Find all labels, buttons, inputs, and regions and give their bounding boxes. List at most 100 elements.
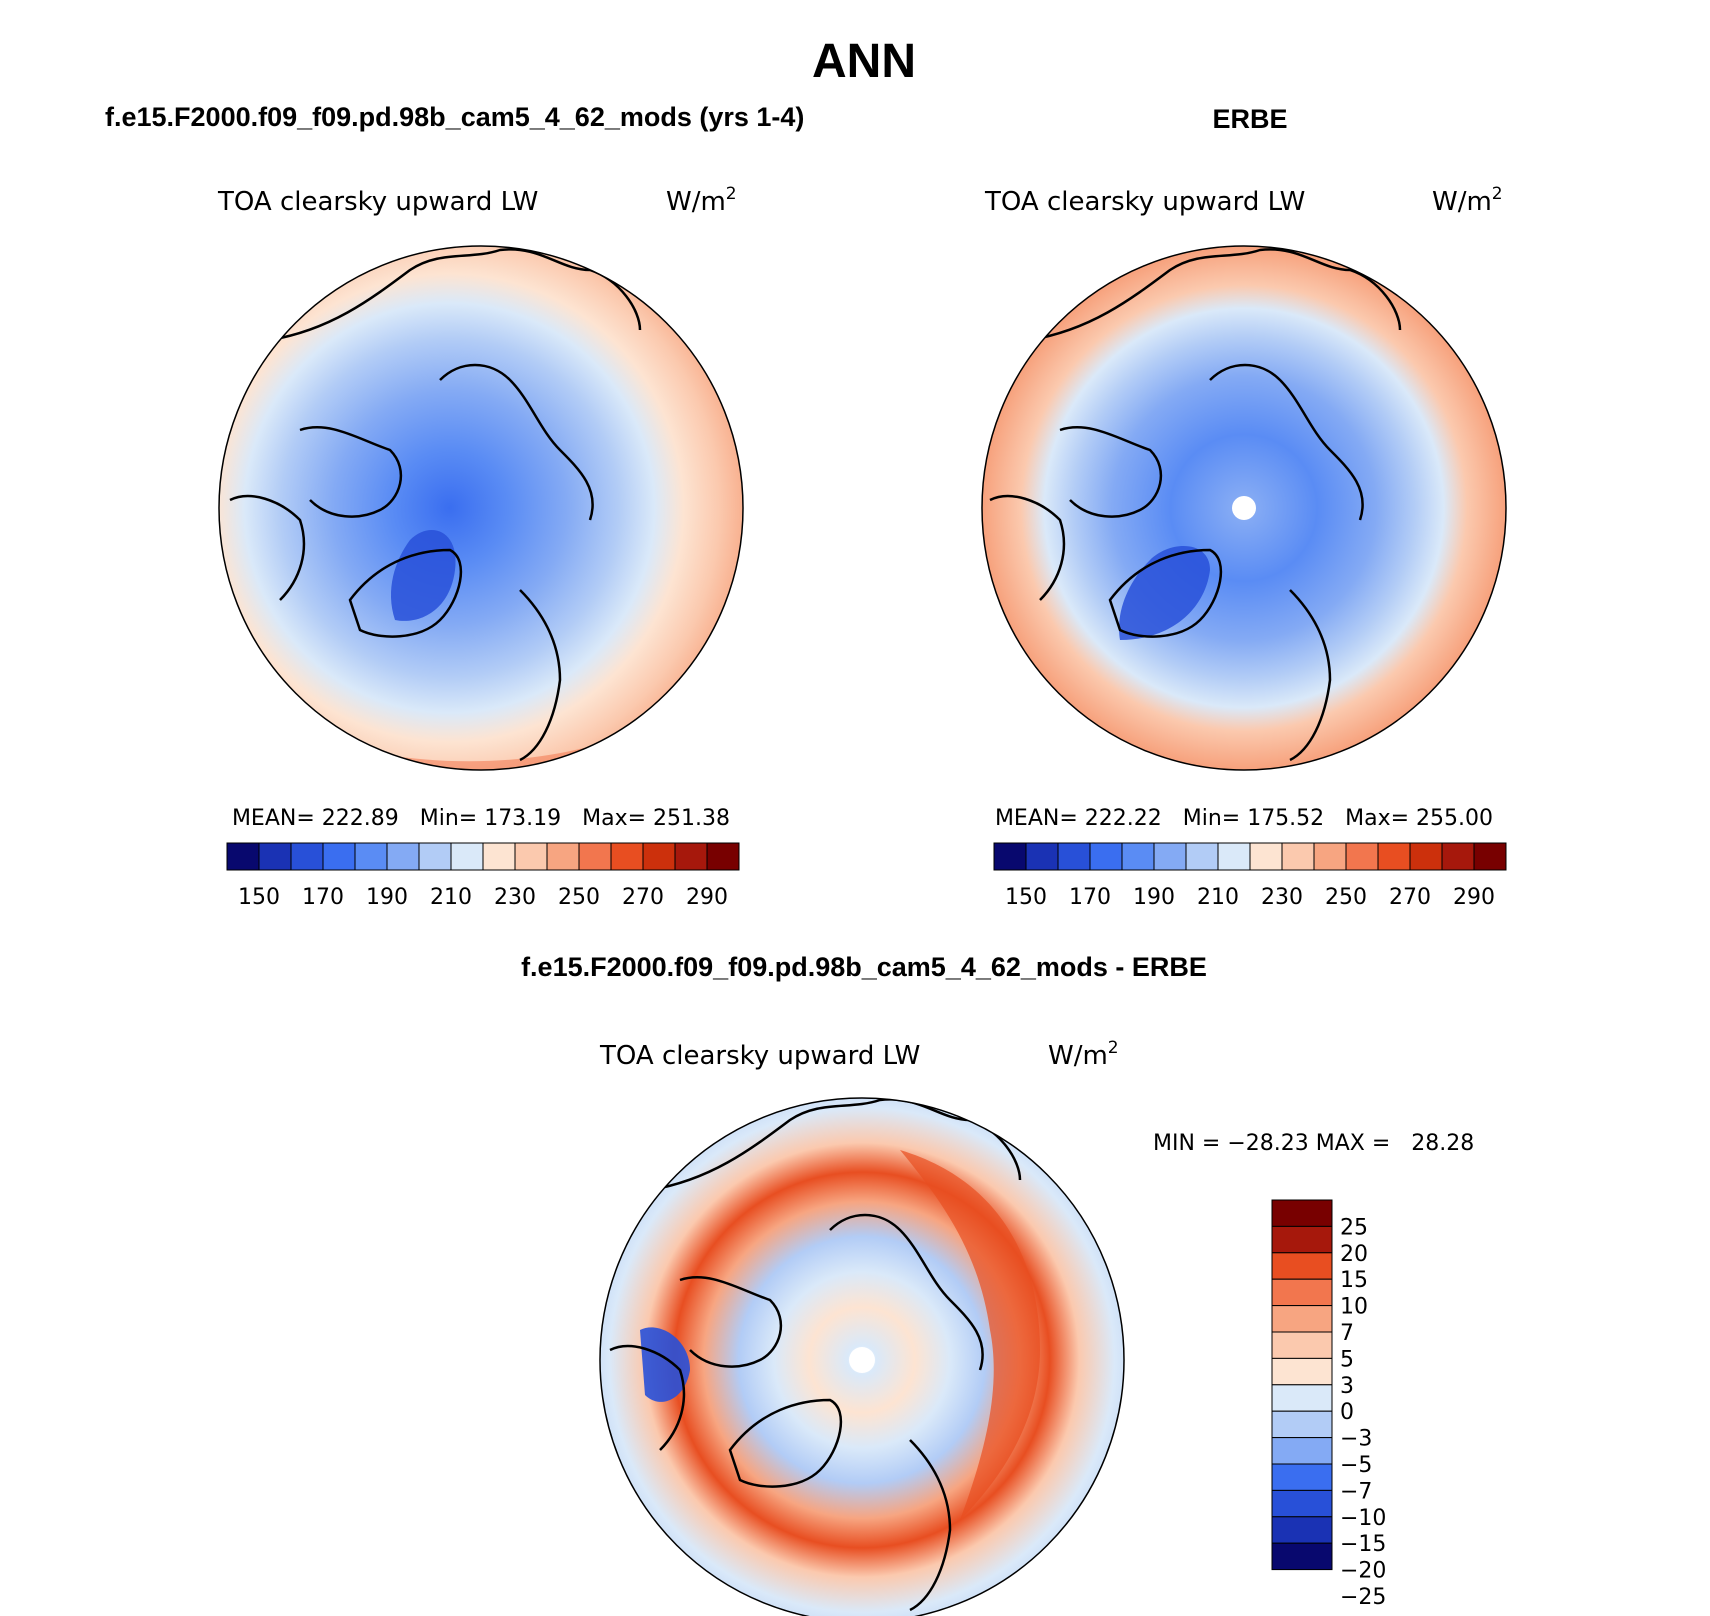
colorbar-tick-label: 25: [1340, 1215, 1368, 1240]
panel-model-map: [219, 246, 743, 770]
colorbar-tick-label: 190: [1133, 885, 1175, 910]
panel-diff-east-warm: [900, 1150, 1040, 1520]
panel-model-colorbar: [226, 842, 740, 871]
colorbar-tick-label: 20: [1340, 1242, 1368, 1267]
colorbar-tick-label: 150: [238, 885, 280, 910]
panel-model-variable: TOA clearsky upward LW: [217, 187, 538, 217]
colorbar-box: [642, 842, 676, 871]
colorbar-box: [1121, 842, 1155, 871]
panel-diff-stats: MIN = −28.23 MAX = 28.28: [1153, 1131, 1474, 1156]
colorbar-box: [1409, 842, 1443, 871]
colorbar-tick-label: 0: [1340, 1400, 1354, 1425]
panel-erbe-variable: TOA clearsky upward LW: [984, 187, 1305, 217]
panel-diff-variable: TOA clearsky upward LW: [599, 1041, 920, 1071]
colorbar-box: [1089, 842, 1123, 871]
colorbar-tick-label: 150: [1005, 885, 1047, 910]
panel-erbe-colorbar-labels: 150 170 190 210 230 250 270 290: [1005, 885, 1495, 910]
panel-model-coastline: [229, 248, 642, 762]
colorbar-tick-label: −10: [1340, 1506, 1386, 1531]
panel-model-units: W/m2: [666, 184, 737, 217]
panel-model-colorbar-labels: 150 170 190 210 230 250 270 290: [238, 885, 728, 910]
colorbar-box: [993, 842, 1027, 871]
colorbar-box: [418, 842, 452, 871]
colorbar-box: [386, 842, 420, 871]
colorbar-box: [1271, 1357, 1333, 1386]
colorbar-tick-label: 170: [302, 885, 344, 910]
colorbar-box: [1441, 842, 1475, 871]
colorbar-tick-label: 270: [1389, 885, 1431, 910]
panel-erbe-stats: MEAN= 222.22 Min= 175.52 Max= 255.00: [995, 806, 1493, 831]
colorbar-tick-label: −20: [1340, 1559, 1386, 1584]
colorbar-box: [1025, 842, 1059, 871]
panel-model: f.e15.F2000.f09_f09.pd.98b_cam5_4_62_mod…: [105, 102, 804, 910]
colorbar-box: [514, 842, 548, 871]
colorbar-box: [674, 842, 708, 871]
colorbar-tick-label: 270: [622, 885, 664, 910]
colorbar-box: [1313, 842, 1347, 871]
colorbar-tick-label: −15: [1340, 1532, 1386, 1557]
colorbar-tick-label: 230: [1261, 885, 1303, 910]
colorbar-box: [1271, 1278, 1333, 1307]
panel-diff-pole-hole: [849, 1347, 875, 1373]
colorbar-box: [1271, 1463, 1333, 1491]
colorbar-box: [290, 842, 324, 871]
colorbar-box: [258, 842, 292, 871]
panel-diff: f.e15.F2000.f09_f09.pd.98b_cam5_4_62_mod…: [521, 952, 1474, 1616]
panel-erbe: ERBE TOA clearsky upward LW W/m2 MEAN= 2…: [981, 104, 1507, 910]
colorbar-tick-label: 190: [366, 885, 408, 910]
colorbar-box: [1281, 842, 1315, 871]
panel-diff-coastline: [609, 1098, 1022, 1612]
colorbar-box: [322, 842, 356, 871]
panel-erbe-header: ERBE: [1212, 104, 1287, 134]
colorbar-box: [1271, 1437, 1333, 1465]
colorbar-box: [1271, 1225, 1333, 1254]
colorbar-tick-label: 290: [1453, 885, 1495, 910]
colorbar-tick-label: −3: [1340, 1427, 1372, 1452]
panel-diff-west-cold: [640, 1327, 690, 1402]
panel-erbe-units: W/m2: [1432, 184, 1503, 217]
colorbar-box: [226, 842, 260, 871]
colorbar-tick-label: 7: [1340, 1321, 1354, 1346]
colorbar-box: [1271, 1305, 1333, 1333]
colorbar-box: [1345, 842, 1379, 871]
panel-erbe-colorbar: [993, 842, 1507, 871]
colorbar-box: [1473, 842, 1507, 871]
panel-diff-map-border: [599, 1097, 1125, 1616]
colorbar-box: [1057, 842, 1091, 871]
colorbar-tick-label: 5: [1340, 1347, 1354, 1372]
colorbar-tick-label: −5: [1340, 1453, 1372, 1478]
colorbar-tick-label: 230: [494, 885, 536, 910]
panel-diff-colorbar: [1271, 1199, 1333, 1571]
colorbar-box: [1271, 1199, 1333, 1227]
colorbar-tick-label: 250: [1325, 885, 1367, 910]
colorbar-box: [450, 842, 484, 871]
panel-erbe-map-border: [981, 245, 1507, 771]
colorbar-tick-label: 210: [1197, 885, 1239, 910]
colorbar-box: [1153, 842, 1187, 871]
colorbar-tick-label: 170: [1069, 885, 1111, 910]
panel-erbe-coastline: [989, 248, 1402, 762]
panel-model-field: [219, 246, 743, 770]
colorbar-box: [482, 842, 516, 871]
panel-model-stats: MEAN= 222.89 Min= 173.19 Max= 251.38: [232, 806, 730, 831]
colorbar-tick-label: 3: [1340, 1374, 1354, 1399]
colorbar-tick-label: 290: [686, 885, 728, 910]
colorbar-box: [610, 842, 644, 871]
colorbar-tick-label: 210: [430, 885, 472, 910]
colorbar-box: [1185, 842, 1219, 871]
colorbar-box: [546, 842, 580, 871]
panel-erbe-pole-hole: [1232, 496, 1256, 520]
colorbar-tick-label: 250: [558, 885, 600, 910]
panel-diff-header: f.e15.F2000.f09_f09.pd.98b_cam5_4_62_mod…: [521, 952, 1207, 982]
colorbar-box: [578, 842, 612, 871]
colorbar-tick-label: 15: [1340, 1268, 1368, 1293]
colorbar-box: [1271, 1331, 1333, 1359]
colorbar-tick-label: −7: [1340, 1479, 1372, 1504]
colorbar-box: [1249, 842, 1283, 871]
panel-model-greenland-low: [390, 530, 456, 621]
panel-model-map-border: [218, 245, 744, 771]
colorbar-box: [706, 842, 740, 871]
colorbar-box: [1271, 1542, 1333, 1571]
